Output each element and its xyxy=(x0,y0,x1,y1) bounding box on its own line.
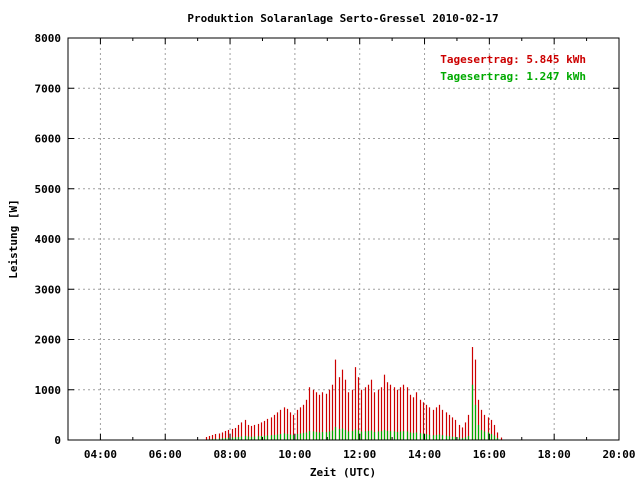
y-tick-label: 5000 xyxy=(35,183,62,196)
annotation-red: Tagesertrag: 5.845 kWh xyxy=(440,53,586,66)
x-axis-label: Zeit (UTC) xyxy=(310,466,376,479)
y-tick-label: 0 xyxy=(54,434,61,447)
y-tick-label: 7000 xyxy=(35,82,62,95)
x-tick-label: 20:00 xyxy=(602,448,635,461)
x-tick-label: 16:00 xyxy=(473,448,506,461)
x-tick-label: 14:00 xyxy=(408,448,441,461)
x-tick-label: 12:00 xyxy=(343,448,376,461)
y-tick-label: 6000 xyxy=(35,133,62,146)
x-tick-label: 10:00 xyxy=(278,448,311,461)
y-tick-label: 4000 xyxy=(35,233,62,246)
chart-title: Produktion Solaranlage Serto-Gressel 201… xyxy=(187,12,498,25)
bars-layer xyxy=(205,347,503,440)
y-tick-label: 8000 xyxy=(35,32,62,45)
annotation-green: Tagesertrag: 1.247 kWh xyxy=(440,70,586,83)
x-tick-label: 08:00 xyxy=(213,448,246,461)
grid-lines xyxy=(68,38,619,440)
x-tick-label: 04:00 xyxy=(84,448,117,461)
axis-ticks: 0 1000 2000 3000 4000 5000 6000 7000 8000 04:00 06… xyxy=(35,32,636,461)
y-axis-label: Leistung [W] xyxy=(7,199,20,278)
x-tick-label: 18:00 xyxy=(538,448,571,461)
y-tick-label: 1000 xyxy=(35,384,62,397)
y-tick-label: 3000 xyxy=(35,283,62,296)
y-tick-label: 2000 xyxy=(35,334,62,347)
x-tick-label: 06:00 xyxy=(149,448,182,461)
